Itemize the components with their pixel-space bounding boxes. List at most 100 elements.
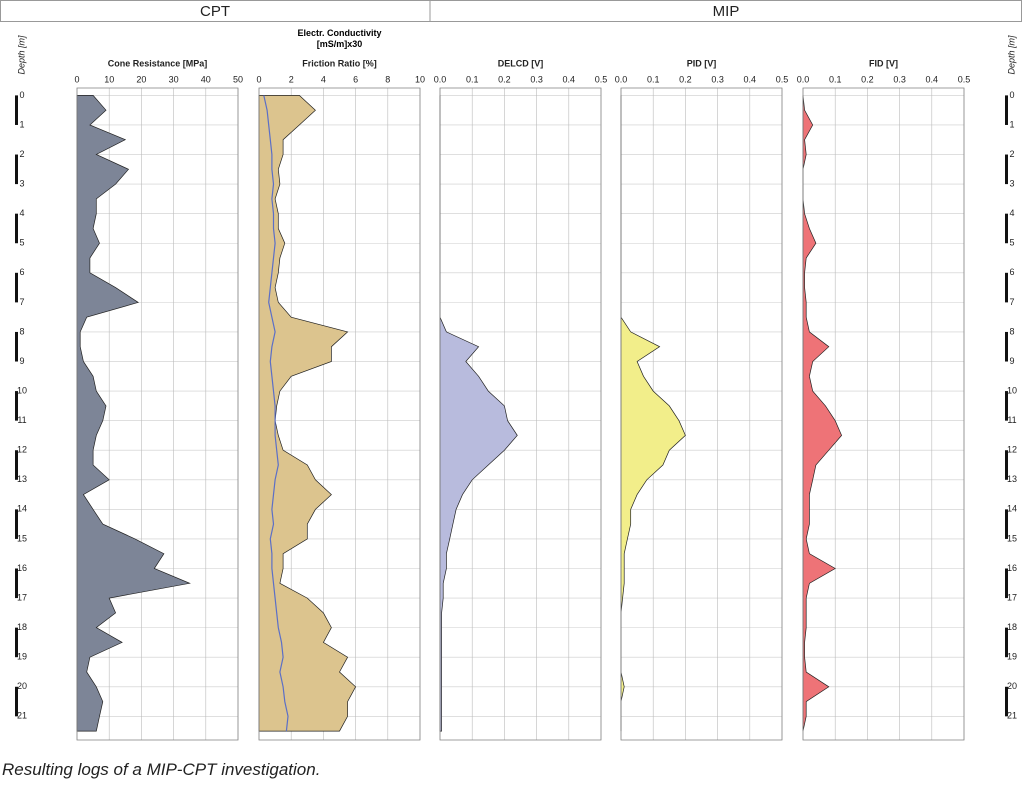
panel-title: FID [V] [869,58,898,68]
y-tick-label: 21 [17,711,27,721]
x-tick-label: 0.5 [958,74,971,84]
x-tick-label: 4 [321,74,326,84]
y-tick-label: 5 [19,238,24,248]
panel-frame [439,87,602,741]
x-tick-label: 0.0 [615,74,628,84]
series-title: Electr. Conductivity [mS/m]x30 [297,28,382,49]
y-tick-label: 20 [17,681,27,691]
y-tick-label: 7 [1009,297,1014,307]
depth-bar [15,331,18,362]
depth-bar [1005,568,1008,599]
x-tick-label: 10 [415,74,425,84]
y-tick-label: 2 [19,149,24,159]
y-tick-label: 11 [17,415,26,425]
series-title-box: Electr. Conductivity [mS/m]x30 [297,28,382,49]
depth-bar [1005,154,1008,185]
line [263,95,289,732]
y-tick-label: 7 [19,297,24,307]
x-tick-label: 0.3 [711,74,724,84]
x-tick-label: 2 [289,74,294,84]
x-tick-label: 0.3 [530,74,543,84]
x-tick-label: 6 [353,74,358,84]
y-tick-label: 8 [1009,326,1014,336]
y-tick-label: 3 [1009,178,1014,188]
y-tick-label: 12 [1007,445,1017,455]
panel-frame [76,87,239,741]
y-tick-label: 21 [1007,711,1017,721]
x-tick-label: 0.2 [498,74,511,84]
y-axis-label: Depth [m] [1006,35,1016,75]
y-tick-label: 9 [1009,356,1014,366]
area [76,95,191,732]
caption: Resulting logs of a MIP-CPT investigatio… [2,760,321,779]
x-tick-label: 10 [104,74,114,84]
y-tick-label: 6 [1009,267,1014,277]
header-frame [0,0,1022,22]
y-tick-label: 8 [19,326,24,336]
depth-bar [1005,213,1008,244]
y-tick-label: 17 [17,592,27,602]
x-tick-label: 20 [136,74,146,84]
area [258,95,357,732]
x-tick-label: 0.4 [563,74,576,84]
chart: CPT MIP Depth [m] Depth [m] 012345678910… [0,0,1022,741]
x-tick-label: 0 [74,74,79,84]
area [802,95,843,732]
panel-title: Friction Ratio [%] [302,58,377,68]
x-tick-label: 0.0 [797,74,810,84]
y-tick-label: 10 [1007,385,1017,395]
x-tick-label: 0 [256,74,261,84]
y-tick-label: 14 [17,504,27,514]
y-tick-label: 15 [17,533,27,543]
y-tick-label: 2 [1009,149,1014,159]
depth-bar [15,154,18,185]
x-tick-label: 0.5 [595,74,608,84]
panel-title: PID [V] [687,58,717,68]
depth-bar [15,95,18,125]
y-tick-label: 20 [1007,681,1017,691]
y-tick-label: 1 [1009,119,1014,129]
depth-bar [15,272,18,303]
y-tick-label: 3 [19,178,24,188]
depth-bar [15,627,18,658]
x-tick-label: 0.1 [466,74,479,84]
y-tick-label: 6 [19,267,24,277]
x-tick-label: 50 [233,74,243,84]
y-axis-label: Depth [m] [16,35,26,75]
y-tick-label: 1 [19,119,24,129]
y-tick-label: 0 [19,90,24,100]
x-tick-label: 0.1 [647,74,660,84]
x-tick-label: 0.3 [893,74,906,84]
x-tick-label: 30 [169,74,179,84]
y-tick-label: 18 [1007,622,1017,632]
x-tick-label: 0.1 [829,74,842,84]
x-tick-label: 0.5 [776,74,789,84]
depth-bar [15,391,18,421]
depth-bar [15,450,18,480]
x-tick-label: 40 [201,74,211,84]
depth-bar [1005,450,1008,480]
depth-bar [1005,95,1008,125]
depth-bar [1005,272,1008,303]
y-tick-label: 15 [1007,533,1017,543]
y-tick-label: 16 [1007,563,1017,573]
group-header: CPT [200,3,230,20]
x-tick-label: 0.2 [679,74,692,84]
depth-bar [15,686,18,717]
y-tick-label: 13 [1007,474,1017,484]
y-tick-label: 13 [17,474,27,484]
x-tick-label: 8 [385,74,390,84]
y-tick-label: 0 [1009,90,1014,100]
group-header: MIP [713,3,740,20]
panel-frame [258,87,421,741]
x-tick-label: 0.0 [434,74,447,84]
y-tick-label: 4 [19,208,24,218]
depth-bar [15,213,18,244]
area [439,95,518,732]
x-tick-label: 0.2 [861,74,874,84]
panel-title: DELCD [V] [498,58,544,68]
y-tick-label: 9 [19,356,24,366]
y-tick-label: 4 [1009,208,1014,218]
panel-frame [802,87,965,741]
